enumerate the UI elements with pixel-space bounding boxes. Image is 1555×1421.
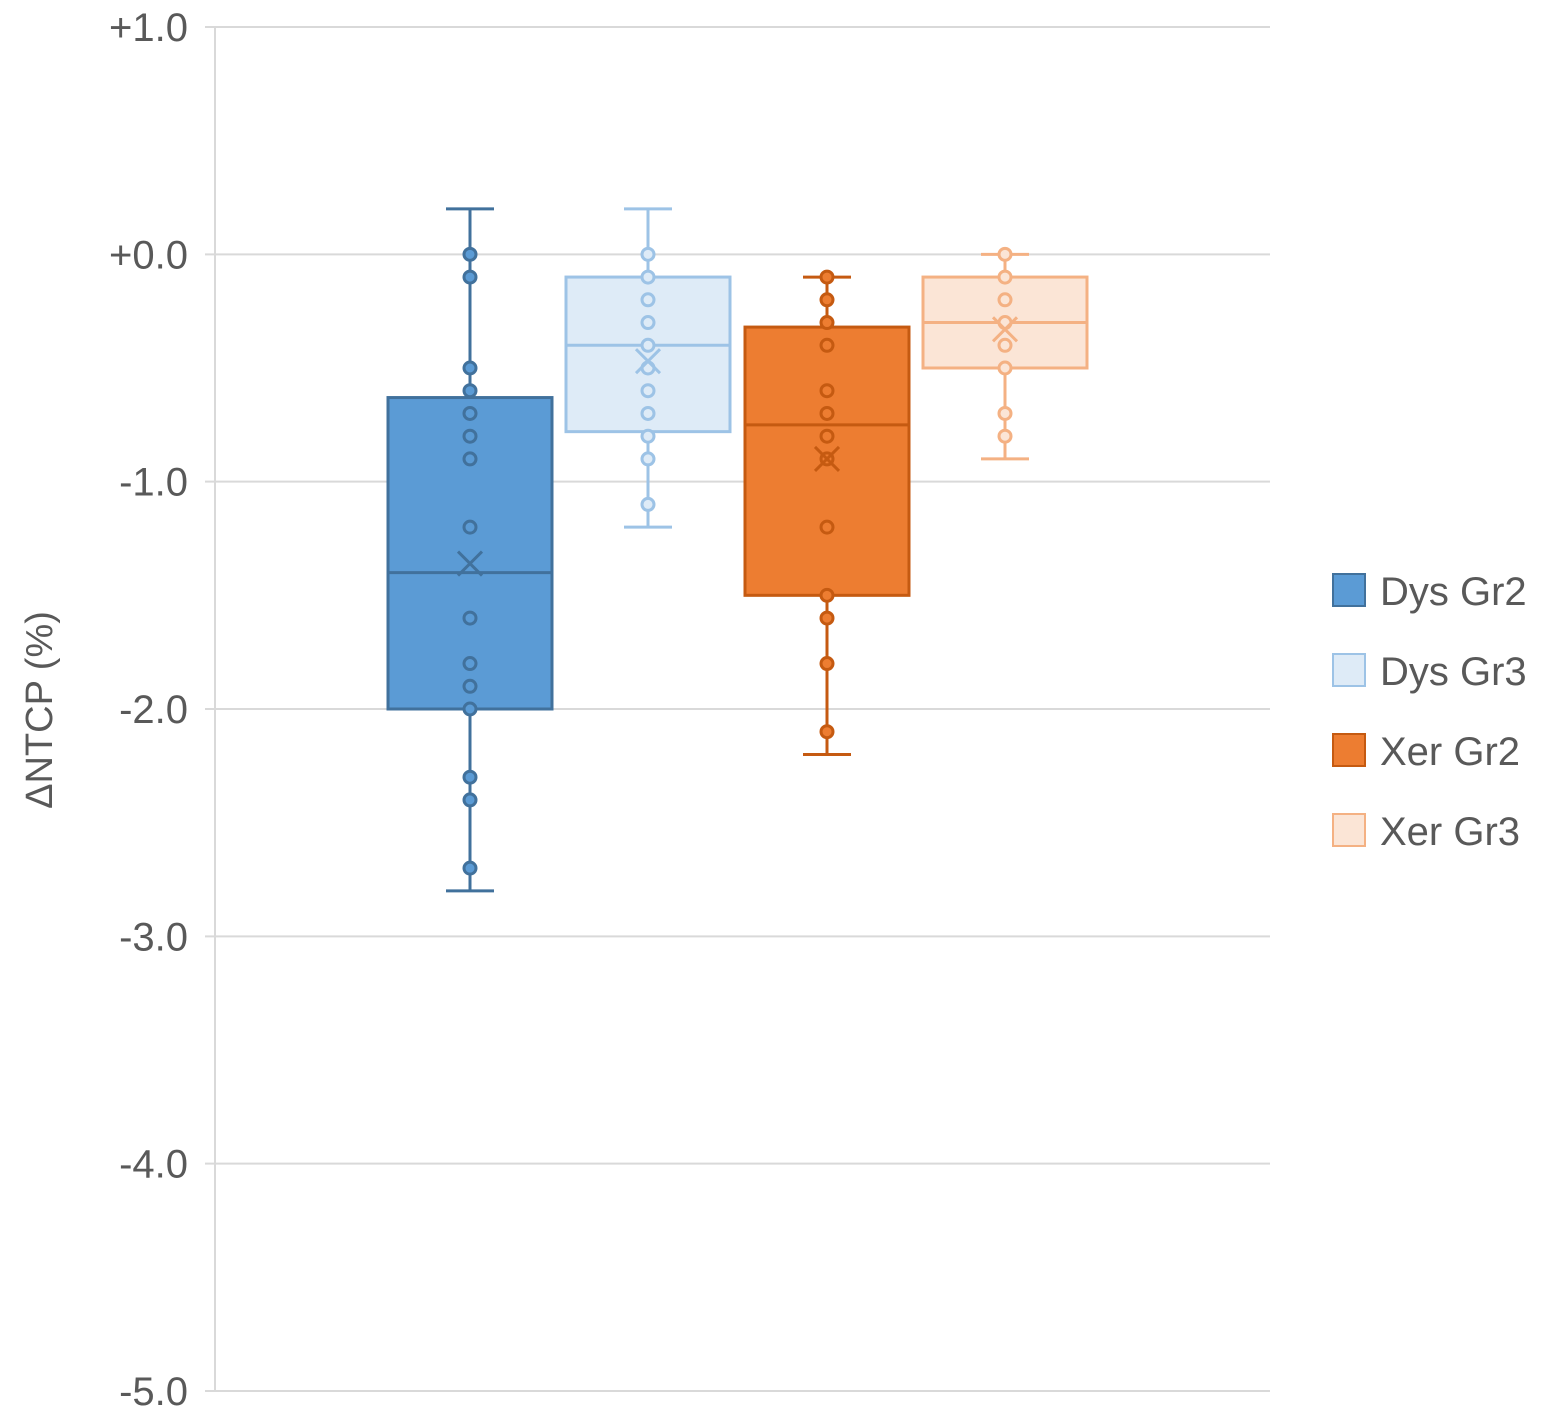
y-tick-label: +1.0 (109, 6, 188, 50)
data-point (462, 769, 478, 785)
gridlines (205, 26, 1270, 1392)
data-point (462, 383, 478, 399)
legend-label: Dys Gr3 (1380, 650, 1527, 694)
data-point (462, 678, 478, 694)
box-xer-gr3 (921, 246, 1089, 461)
data-point (640, 451, 656, 467)
data-point (819, 656, 835, 672)
data-point (997, 360, 1013, 376)
data-point (640, 292, 656, 308)
data-point (462, 428, 478, 444)
boxes (386, 207, 1089, 893)
legend-label: Xer Gr2 (1380, 730, 1520, 774)
mean-marker (634, 348, 662, 375)
data-point (997, 269, 1013, 285)
data-point (997, 428, 1013, 444)
data-point (997, 292, 1013, 308)
legend-swatch (1332, 653, 1366, 687)
data-point (640, 383, 656, 399)
data-point (819, 428, 835, 444)
data-point (640, 269, 656, 285)
data-point (462, 405, 478, 421)
data-point (640, 315, 656, 331)
legend-swatch (1332, 573, 1366, 607)
data-point (462, 269, 478, 285)
legend-item: Xer Gr2 (1332, 730, 1520, 774)
legend-item: Dys Gr3 (1332, 650, 1527, 694)
data-point (819, 587, 835, 603)
mean-marker (456, 550, 484, 577)
y-axis-label: ΔNTCP (%) (19, 611, 61, 809)
data-point (462, 656, 478, 672)
data-point (462, 360, 478, 376)
y-tick-label: +0.0 (109, 233, 188, 277)
data-point (640, 337, 656, 353)
legend-swatch (1332, 813, 1366, 847)
data-point (640, 496, 656, 512)
data-point (462, 792, 478, 808)
data-point (819, 292, 835, 308)
data-point (462, 701, 478, 717)
y-tick-label: -4.0 (119, 1143, 188, 1187)
box-dys-gr2 (386, 207, 554, 893)
data-point (462, 860, 478, 876)
data-point (819, 315, 835, 331)
data-point (819, 724, 835, 740)
mean-marker (991, 316, 1019, 343)
data-point (819, 405, 835, 421)
legend-item: Xer Gr3 (1332, 810, 1520, 854)
data-point (819, 269, 835, 285)
data-point (997, 337, 1013, 353)
data-point (819, 337, 835, 353)
y-axis-ticks: +1.0 +0.0 -1.0 -2.0 -3.0 -4.0 -5.0 (109, 6, 188, 1414)
data-point (997, 246, 1013, 262)
box-dys-gr3 (564, 207, 732, 529)
y-tick-label: -1.0 (119, 461, 188, 505)
legend-label: Dys Gr2 (1380, 570, 1527, 614)
data-point (640, 246, 656, 262)
data-point (997, 405, 1013, 421)
y-tick-label: -2.0 (119, 688, 188, 732)
data-point (819, 610, 835, 626)
mean-marker (813, 445, 841, 472)
box-xer-gr2 (743, 269, 911, 756)
data-point (819, 519, 835, 535)
data-point (462, 451, 478, 467)
data-point (640, 405, 656, 421)
data-point (462, 519, 478, 535)
legend: Dys Gr2 Dys Gr3 Xer Gr2 Xer Gr3 (1332, 570, 1527, 854)
data-point (462, 610, 478, 626)
y-tick-label: -5.0 (119, 1370, 188, 1414)
legend-item: Dys Gr2 (1332, 570, 1527, 614)
data-point (640, 428, 656, 444)
legend-label: Xer Gr3 (1380, 810, 1520, 854)
y-tick-label: -3.0 (119, 915, 188, 959)
data-point (462, 246, 478, 262)
data-point (819, 383, 835, 399)
legend-swatch (1332, 733, 1366, 767)
